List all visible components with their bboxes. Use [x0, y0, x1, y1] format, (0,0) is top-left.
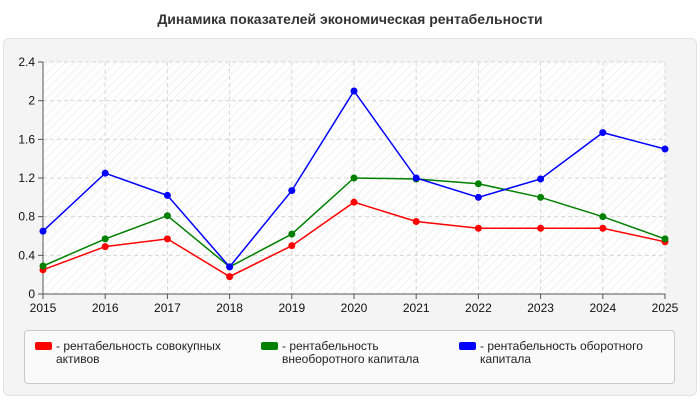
data-point [661, 235, 669, 243]
y-tick-label: 2.4 [18, 55, 35, 69]
x-tick-label: 2025 [652, 301, 679, 315]
data-point [288, 242, 296, 250]
legend-swatch [459, 342, 476, 350]
y-tick-label: 1.6 [18, 132, 35, 146]
x-tick-label: 2021 [403, 301, 430, 315]
data-point [412, 218, 420, 225]
data-point [226, 273, 234, 281]
y-tick-label: 0.8 [18, 210, 35, 224]
data-point [599, 224, 607, 232]
x-tick-label: 2015 [30, 301, 57, 315]
data-point [537, 224, 545, 232]
legend-label: - рентабельность оборотного капитала [480, 339, 643, 366]
data-point [350, 198, 358, 206]
y-tick-label: 0.4 [18, 248, 35, 262]
data-point [288, 230, 296, 238]
data-point [226, 263, 234, 271]
data-point [599, 213, 607, 221]
y-tick-label: 2 [28, 94, 35, 108]
x-tick-label: 2019 [278, 301, 305, 315]
legend-swatch [261, 342, 278, 350]
data-point [101, 243, 109, 251]
data-point [101, 235, 109, 243]
data-point [599, 129, 607, 137]
legend-label: - рентабельность внеоборотного капитала [282, 339, 419, 366]
y-tick-label: 0 [28, 287, 35, 301]
data-point [412, 174, 420, 182]
legend-item-total-assets[interactable]: - рентабельность совокупных активов [35, 340, 236, 366]
legend-swatch [35, 342, 52, 350]
data-point [474, 224, 482, 232]
grid-lines [43, 61, 666, 294]
axes [38, 61, 666, 299]
data-point [537, 193, 545, 201]
chart-title: Динамика показателей экономическая рента… [157, 11, 543, 27]
legend-item-noncurrent-capital[interactable]: - рентабельность внеоборотного капитала [261, 340, 462, 366]
legend-label: - рентабельность совокупных активов [56, 339, 221, 366]
data-point [474, 193, 482, 201]
x-tick-label: 2022 [465, 301, 492, 315]
data-point [39, 227, 47, 235]
x-tick-label: 2023 [527, 301, 554, 315]
data-point [163, 235, 171, 243]
data-point [350, 87, 358, 95]
data-point [39, 262, 47, 270]
data-point [163, 191, 171, 199]
data-point [474, 180, 482, 188]
x-tick-label: 2016 [92, 301, 119, 315]
data-point [350, 174, 358, 182]
series-lines [39, 87, 669, 281]
x-tick-label: 2024 [589, 301, 616, 315]
tick-labels: 0 0.4 0.8 1.2 1.6 2 2.4 2015 2016 2017 2018 2019 202… [18, 55, 678, 315]
y-tick-label: 1.2 [18, 171, 35, 185]
legend-item-working-capital[interactable]: - рентабельность оборотного капитала [459, 340, 660, 366]
data-point [163, 212, 171, 220]
data-point [288, 187, 296, 195]
data-point [661, 145, 669, 153]
data-point [101, 169, 109, 177]
legend: - рентабельность совокупных активов - ре… [24, 330, 675, 384]
x-tick-label: 2018 [216, 301, 243, 315]
x-tick-label: 2017 [154, 301, 181, 315]
data-point [537, 175, 545, 183]
x-tick-label: 2020 [341, 301, 368, 315]
